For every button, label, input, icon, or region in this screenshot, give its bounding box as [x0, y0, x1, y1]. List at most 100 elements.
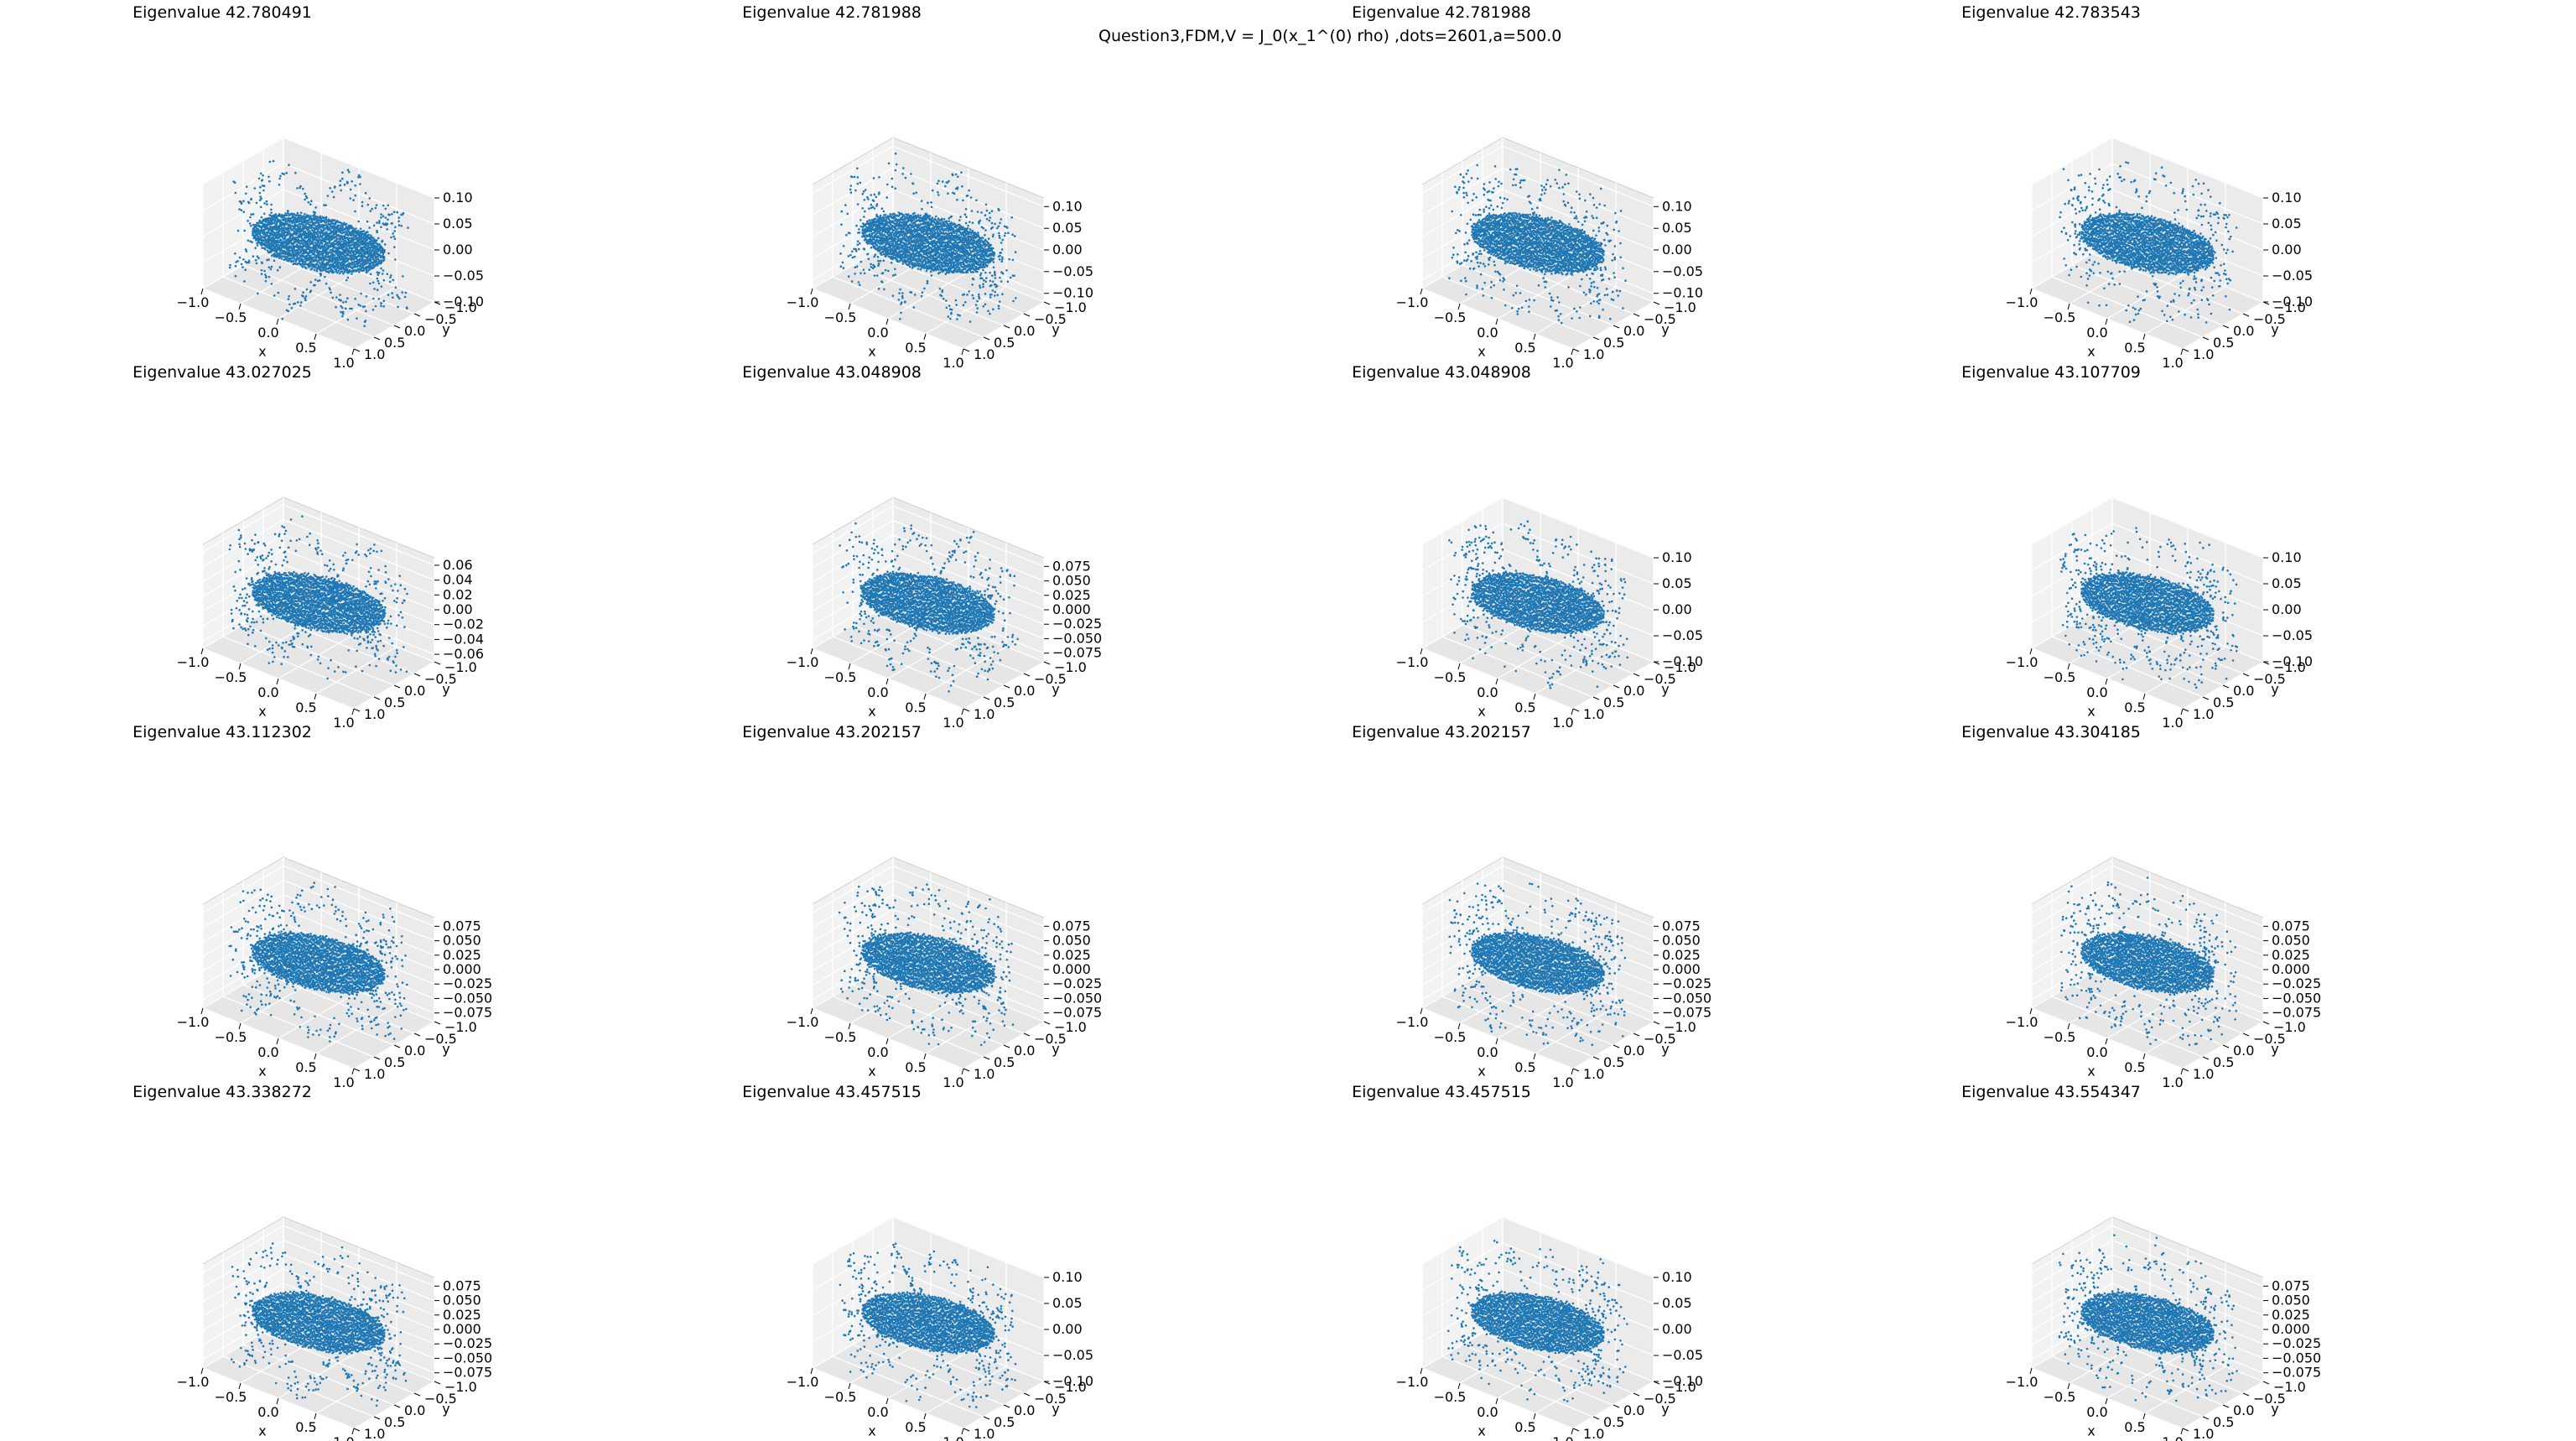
axes3d: −1.0−0.50.00.51.0x1.00.50.0−0.5−1.0y−0.1… [787, 1216, 1093, 1441]
z-tick-label: 0.050 [1662, 933, 1701, 949]
x-tick-label: 0.5 [1514, 1059, 1535, 1075]
z-tick-label: 0.025 [2272, 1307, 2310, 1323]
z-tick-label: 0.025 [1052, 947, 1091, 963]
z-tick-label: −0.050 [2272, 990, 2321, 1006]
y-tick-label: 0.5 [994, 1054, 1015, 1070]
x-tick-label: −0.5 [1434, 310, 1467, 325]
z-tick-label: 0.075 [1052, 918, 1091, 934]
z-tick-label: 0.05 [1052, 220, 1083, 236]
x-tick-label: −1.0 [177, 1014, 210, 1030]
z-tick-label: 0.000 [1052, 961, 1091, 977]
y-tick-label: −0.5 [424, 671, 457, 687]
y-tick-label: 1.0 [2193, 346, 2214, 362]
y-tick-label: 0.0 [1623, 683, 1644, 699]
x-tick-label: −0.5 [2044, 669, 2076, 685]
z-tick-label: −0.025 [443, 975, 492, 991]
y-tick-label: −1.0 [444, 1019, 477, 1035]
x-tick-label: −1.0 [2006, 1014, 2038, 1030]
y-tick-label: 0.0 [1014, 1402, 1035, 1418]
z-tick-label: 0.00 [1662, 242, 1692, 258]
z-tick-label: −0.050 [2272, 1350, 2321, 1366]
x-tick-label: 0.5 [295, 340, 316, 356]
y-axis-label: y [442, 681, 449, 697]
z-tick-label: −0.075 [2272, 1005, 2321, 1021]
x-tick-label: −1.0 [2006, 1374, 2038, 1390]
z-tick-label: −0.02 [443, 616, 484, 632]
subplot-13: Eigenvalue 43.338272−1.0−0.50.00.51.0x1.… [0, 1079, 644, 1441]
subplot-7: Eigenvalue 43.048908 −1.0 −0.5 0.0 0.5 1.0 x 1.… [1219, 360, 1863, 731]
scatter-points [1448, 164, 1627, 325]
z-tick-label: −0.06 [443, 646, 484, 662]
figure-suptitle: Question3,FDM,V = J_0(x_1^(0) rho) ,dots… [1098, 27, 1562, 45]
y-tick-label: −0.5 [424, 1391, 457, 1407]
z-tick-label: 0.10 [1662, 198, 1692, 214]
axes3d: −1.0−0.50.00.51.0x1.00.50.0−0.5−1.0y−0.1… [1396, 1216, 1703, 1441]
y-tick-label: 1.0 [974, 346, 995, 362]
x-tick-label: −0.5 [2044, 1029, 2076, 1045]
subplot-title: Eigenvalue 42.781988 [742, 3, 922, 22]
z-tick-label: −0.05 [2272, 627, 2313, 643]
x-tick-label: −1.0 [2006, 294, 2038, 310]
subplot-2: Eigenvalue 42.781988 −1.0 −0.5 0.0 0.5 1.0 x 1.… [610, 0, 1254, 371]
y-tick-label: −1.0 [2273, 659, 2306, 675]
z-tick-label: 0.000 [443, 961, 481, 977]
z-tick-label: −0.05 [2272, 268, 2313, 284]
x-tick-label: 0.0 [2086, 1404, 2107, 1420]
scatter-points [228, 882, 408, 1043]
z-tick-label: 0.025 [1662, 947, 1701, 963]
x-tick-label: −1.0 [2006, 654, 2038, 670]
z-tick-label: −0.05 [1052, 1347, 1093, 1363]
y-tick-label: 1.0 [364, 1426, 385, 1441]
subplot-title: Eigenvalue 43.202157 [742, 723, 922, 741]
scatter-points [2059, 161, 2238, 324]
y-tick-label: 1.0 [2193, 1426, 2214, 1441]
z-tick-label: 0.000 [2272, 961, 2310, 977]
z-tick-label: −0.075 [1052, 645, 1102, 661]
y-tick-label: 0.0 [1623, 323, 1644, 339]
x-tick-label: 1.0 [1552, 715, 1573, 731]
y-tick-label: 0.0 [404, 1043, 425, 1059]
y-tick-label: 1.0 [1583, 706, 1604, 722]
y-tick-label: −1.0 [1054, 299, 1087, 315]
z-tick-label: −0.10 [1662, 285, 1703, 301]
y-tick-label: −0.5 [2253, 1391, 2286, 1407]
x-tick-label: 1.0 [1552, 1074, 1573, 1090]
y-axis-label: y [2271, 1041, 2278, 1057]
x-axis-label: x [868, 1063, 875, 1079]
y-tick-label: 0.0 [404, 1402, 425, 1418]
x-tick-label: −0.5 [2044, 1389, 2076, 1405]
y-tick-label: −0.5 [1644, 1031, 1676, 1047]
y-tick-label: −0.5 [424, 1031, 457, 1047]
z-tick-label: −0.075 [2272, 1365, 2321, 1381]
z-tick-label: 0.025 [1052, 587, 1091, 603]
x-tick-label: 1.0 [943, 1434, 963, 1441]
z-tick-label: 0.075 [1052, 558, 1091, 574]
subplot-11: Eigenvalue 43.202157 −1.0 −0.5 0.0 0.5 1.0 x 1.… [1219, 720, 1863, 1090]
z-tick-label: −0.10 [2272, 653, 2313, 669]
x-axis-label: x [2087, 703, 2095, 719]
x-tick-label: −1.0 [787, 1374, 819, 1390]
x-tick-label: −1.0 [177, 294, 210, 310]
x-tick-label: 1.0 [1552, 355, 1573, 371]
z-tick-label: −0.05 [1662, 263, 1703, 279]
x-tick-label: 0.0 [867, 1044, 888, 1060]
z-tick-label: −0.10 [1662, 653, 1703, 669]
z-tick-label: −0.050 [443, 990, 492, 1006]
z-tick-label: 0.04 [443, 572, 473, 588]
z-tick-label: 0.050 [2272, 1293, 2310, 1308]
z-tick-label: 0.05 [2272, 216, 2302, 231]
y-tick-label: −0.5 [1034, 671, 1067, 687]
y-tick-label: 0.0 [2233, 323, 2254, 339]
z-tick-label: 0.050 [443, 1293, 481, 1308]
x-tick-label: −1.0 [177, 1374, 210, 1390]
x-axis-label: x [2087, 1423, 2095, 1438]
z-tick-label: 0.00 [443, 242, 473, 258]
subplot-10: Eigenvalue 43.202157 −1.0 −0.5 0.0 0.5 1.0 x 1.… [610, 720, 1254, 1090]
x-tick-label: −0.5 [1434, 1389, 1467, 1405]
z-tick-label: −0.10 [1662, 1373, 1703, 1389]
y-tick-label: 0.0 [2233, 1043, 2254, 1059]
y-tick-label: 0.0 [1623, 1043, 1644, 1059]
